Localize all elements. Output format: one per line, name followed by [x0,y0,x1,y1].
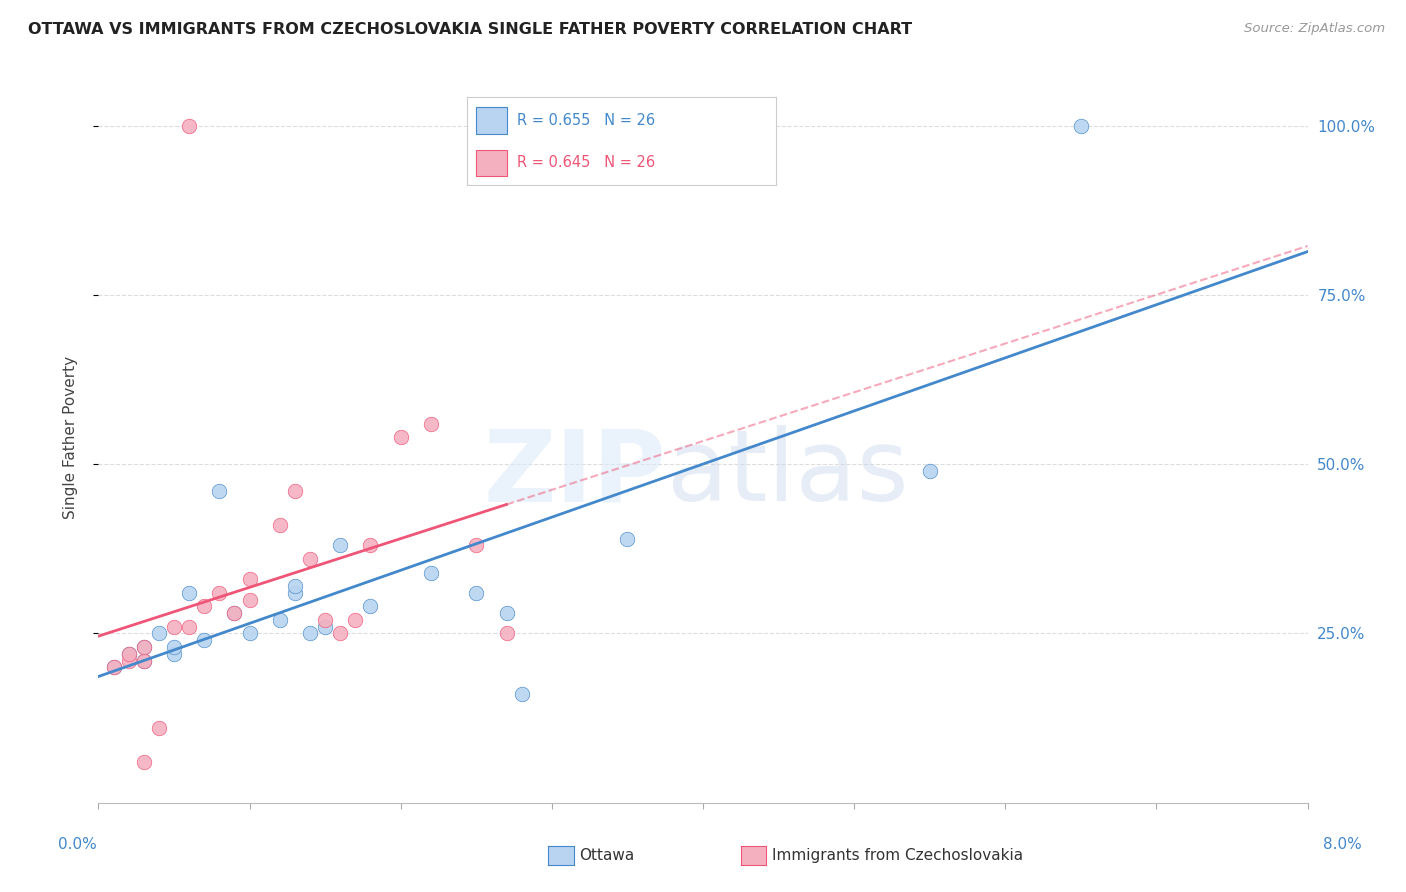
Point [118,647,141,661]
Point [616,532,638,546]
Point [148,721,170,735]
Point [163,640,186,654]
Point [193,599,215,614]
Point [103,660,125,674]
Point [193,633,215,648]
Point [179,620,201,634]
Text: atlas: atlas [666,425,908,522]
Point [163,647,186,661]
Point [314,613,336,627]
Point [118,647,141,661]
Point [299,626,322,640]
Point [239,592,262,607]
Text: OTTAWA VS IMMIGRANTS FROM CZECHOSLOVAKIA SINGLE FATHER POVERTY CORRELATION CHART: OTTAWA VS IMMIGRANTS FROM CZECHOSLOVAKIA… [28,22,912,37]
Point [360,599,382,614]
Point [208,586,231,600]
Point [299,552,322,566]
Point [224,606,246,620]
Point [360,538,382,552]
Point [132,654,155,668]
Text: ZIP: ZIP [484,425,666,522]
Point [284,484,307,499]
Point [495,626,517,640]
Point [510,688,533,702]
Point [465,538,488,552]
Point [103,660,125,674]
Text: Source: ZipAtlas.com: Source: ZipAtlas.com [1244,22,1385,36]
Y-axis label: Single Father Poverty: Single Father Poverty [63,356,77,518]
Text: 0.0%: 0.0% [58,838,97,852]
Point [163,620,186,634]
Point [465,586,488,600]
Point [495,606,517,620]
Point [132,640,155,654]
Point [918,464,941,478]
Point [329,626,352,640]
Point [208,484,231,499]
Point [179,119,201,133]
Point [132,640,155,654]
Point [269,613,291,627]
Point [420,566,443,580]
Point [239,626,262,640]
Text: 8.0%: 8.0% [1323,838,1362,852]
Point [132,755,155,769]
Point [284,579,307,593]
Point [224,606,246,620]
Point [389,430,412,444]
Point [314,620,336,634]
Point [118,654,141,668]
Point [329,538,352,552]
Text: Ottawa: Ottawa [579,848,634,863]
Point [1070,119,1092,133]
Text: Immigrants from Czechoslovakia: Immigrants from Czechoslovakia [772,848,1024,863]
Point [420,417,443,431]
Point [148,626,170,640]
Point [132,654,155,668]
Point [179,586,201,600]
Point [344,613,367,627]
Point [269,518,291,533]
Point [239,572,262,586]
Point [284,586,307,600]
